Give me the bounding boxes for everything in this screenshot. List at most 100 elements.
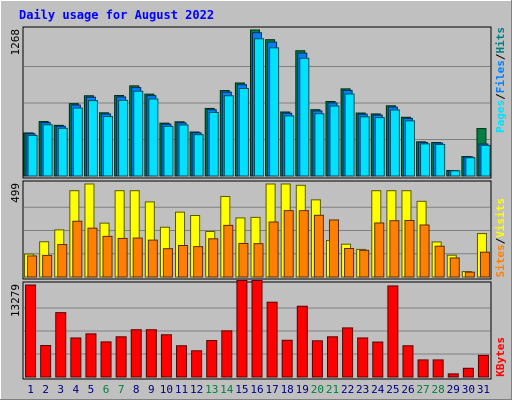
bar-pages-day-15 <box>238 87 249 177</box>
day-label-16: 16 <box>250 383 263 396</box>
day-label-24: 24 <box>371 383 385 396</box>
bar-pages-day-25 <box>389 109 400 177</box>
day-label-3: 3 <box>57 383 64 396</box>
panel-max-label: 13279 <box>9 284 22 317</box>
bar-sites-day-28 <box>434 245 445 278</box>
bar-sites-day-26 <box>404 220 415 278</box>
bar-sites-day-19 <box>298 210 309 278</box>
bar-pages-day-29 <box>450 170 461 177</box>
bar-sites-day-11 <box>178 245 189 278</box>
bar-kbytes-day-8 <box>130 329 142 378</box>
bar-sites-day-14 <box>223 224 234 278</box>
bar-pages-day-3 <box>57 127 68 177</box>
bar-pages-day-7 <box>118 99 129 177</box>
panel-max-label: 499 <box>9 183 22 203</box>
day-label-23: 23 <box>356 383 369 396</box>
bar-kbytes-day-15 <box>236 279 248 378</box>
bar-kbytes-day-6 <box>100 341 112 378</box>
bar-kbytes-day-19 <box>296 305 308 378</box>
bar-sites-day-23 <box>359 249 370 278</box>
bar-kbytes-day-24 <box>372 341 384 378</box>
bar-kbytes-day-29 <box>447 373 459 378</box>
bar-kbytes-day-20 <box>311 340 323 378</box>
bar-kbytes-day-18 <box>281 339 293 378</box>
legend-item-sites: Sites <box>494 244 507 277</box>
bar-pages-day-1 <box>27 134 38 177</box>
bar-sites-day-2 <box>42 254 53 278</box>
bar-kbytes-day-3 <box>55 312 67 378</box>
bar-kbytes-day-21 <box>326 336 338 378</box>
bar-kbytes-day-16 <box>251 279 263 378</box>
legend-separator: / <box>494 237 507 244</box>
bar-sites-day-17 <box>268 221 279 278</box>
bar-sites-day-12 <box>193 246 204 278</box>
day-label-25: 25 <box>386 383 399 396</box>
bar-pages-day-8 <box>133 90 144 177</box>
day-label-28: 28 <box>432 383 445 396</box>
legend-item-visits: Visits <box>494 198 507 238</box>
bar-kbytes-day-2 <box>40 345 52 378</box>
legend-top: Pages/Files/Hits <box>494 27 507 133</box>
bar-pages-day-26 <box>404 120 415 177</box>
panel-top: 1268 <box>9 26 492 179</box>
bar-sites-day-8 <box>132 237 143 278</box>
day-label-4: 4 <box>73 383 80 396</box>
bar-sites-day-22 <box>344 247 355 278</box>
bar-sites-day-6 <box>102 235 113 278</box>
legend-bottom: KBytes <box>494 337 507 377</box>
day-label-20: 20 <box>311 383 324 396</box>
bar-kbytes-day-5 <box>85 333 97 378</box>
day-label-29: 29 <box>447 383 460 396</box>
day-label-21: 21 <box>326 383 339 396</box>
bar-pages-day-12 <box>193 134 204 177</box>
panel-bottom: 13279 <box>9 279 492 380</box>
bar-pages-day-11 <box>178 124 189 177</box>
day-labels: 1 2 3 4 5 6 7 8 9 10 11 12 13 14 15 16 17 18 19 20 21 22 23 24 2… <box>27 383 490 396</box>
bar-pages-day-5 <box>87 100 98 177</box>
bar-kbytes-day-1 <box>25 284 37 378</box>
bar-kbytes-day-27 <box>417 359 429 378</box>
legend-separator: / <box>494 53 507 60</box>
bar-sites-day-5 <box>87 227 98 278</box>
day-label-8: 8 <box>133 383 140 396</box>
day-label-31: 31 <box>477 383 490 396</box>
bar-sites-day-31 <box>479 251 490 278</box>
bar-sites-day-13 <box>208 238 219 278</box>
bar-sites-day-15 <box>238 242 249 278</box>
bar-kbytes-day-25 <box>387 285 399 378</box>
bar-kbytes-day-10 <box>160 334 172 378</box>
day-label-14: 14 <box>220 383 234 396</box>
bar-pages-day-6 <box>103 116 114 177</box>
legend-item-hits: Hits <box>494 27 507 54</box>
chart-title: Daily usage for August 2022 <box>19 8 214 22</box>
day-label-27: 27 <box>416 383 429 396</box>
bar-pages-day-28 <box>435 143 446 177</box>
bar-pages-day-2 <box>42 124 53 177</box>
day-label-17: 17 <box>265 383 278 396</box>
bar-sites-day-24 <box>374 222 385 278</box>
bar-kbytes-day-28 <box>432 359 444 378</box>
day-label-30: 30 <box>462 383 475 396</box>
day-label-6: 6 <box>103 383 110 396</box>
bar-kbytes-day-26 <box>402 345 414 378</box>
bar-sites-day-30 <box>464 271 475 278</box>
bar-kbytes-day-11 <box>176 345 188 378</box>
bar-kbytes-day-22 <box>342 327 354 378</box>
bar-pages-day-13 <box>208 111 219 177</box>
bar-pages-day-30 <box>465 157 476 177</box>
panel-max-label: 1268 <box>9 29 22 56</box>
bar-sites-day-27 <box>419 224 430 278</box>
bar-pages-day-27 <box>420 143 431 177</box>
bar-kbytes-day-23 <box>357 337 369 378</box>
bar-sites-day-20 <box>313 214 324 278</box>
bar-kbytes-day-14 <box>221 330 233 378</box>
day-label-5: 5 <box>88 383 95 396</box>
legend-separator: / <box>494 93 507 100</box>
bar-sites-day-3 <box>57 244 68 278</box>
bar-pages-day-20 <box>314 113 325 177</box>
bar-sites-day-16 <box>253 243 264 278</box>
bar-sites-day-10 <box>162 248 173 278</box>
legend-item-pages: Pages <box>494 100 507 133</box>
